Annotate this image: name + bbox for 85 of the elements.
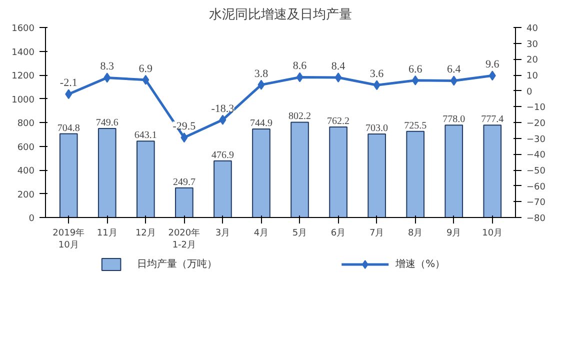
- data-label: 744.9: [250, 118, 272, 130]
- y2-tick-label: 20: [526, 56, 538, 66]
- point: [488, 70, 496, 81]
- y2-tick-label: 40: [526, 24, 538, 34]
- y-tick-label: 1600: [12, 24, 35, 34]
- x-tick-label: 11月: [96, 228, 118, 238]
- bar: [136, 140, 155, 218]
- y-tick-label: 0: [28, 214, 35, 224]
- x-tick-label: 6月: [330, 228, 346, 238]
- y-tick-label: 1400: [12, 48, 35, 58]
- bar: [175, 187, 194, 218]
- bar: [252, 128, 270, 218]
- point: [180, 132, 188, 143]
- data-label: 6.6: [408, 63, 423, 76]
- data-label: 725.5: [404, 120, 427, 132]
- y-tick-label: 800: [17, 119, 35, 129]
- bar: [214, 160, 232, 218]
- x-tick-label: 8月: [408, 228, 423, 238]
- point: [296, 72, 304, 82]
- point: [219, 114, 226, 125]
- x-tick-label: 9月: [446, 228, 462, 238]
- point: [65, 89, 72, 100]
- x-tick-label: 5月: [292, 228, 308, 238]
- y2-tick-label: −30: [526, 134, 546, 145]
- x-tick-label: 7月: [369, 228, 384, 238]
- y-tick-label: 400: [17, 166, 35, 176]
- data-label: 3.8: [254, 68, 269, 80]
- x-tick-label: 3月: [215, 228, 230, 238]
- y2-tick-label: −20: [526, 119, 546, 129]
- data-label: 643.1: [134, 130, 157, 142]
- x-tick-label: 2019年 10月: [52, 228, 85, 250]
- y2-tick-label: −10: [526, 103, 546, 114]
- point: [142, 74, 150, 85]
- y-tick-label: 1200: [12, 72, 35, 82]
- data-label: 777.4: [481, 114, 504, 126]
- data-label: 3.6: [370, 68, 384, 80]
- x-tick-label: 4月: [254, 228, 269, 238]
- bar: [59, 133, 78, 218]
- y2-tick-label: 0: [526, 87, 532, 98]
- x-tick-label: 2020年 1-2月: [168, 228, 200, 250]
- data-label: -2.1: [60, 77, 78, 90]
- data-label: 9.6: [486, 58, 500, 71]
- data-label: 8.3: [100, 60, 115, 73]
- point: [104, 72, 111, 83]
- point: [334, 72, 342, 83]
- data-label: 8.6: [292, 60, 308, 72]
- bar: [406, 130, 425, 218]
- data-label: 6.4: [446, 64, 462, 76]
- bar: [368, 134, 386, 218]
- point: [373, 80, 380, 90]
- chart-title: 水泥同比增速及日均产量: [209, 8, 352, 22]
- point: [450, 76, 458, 86]
- y2-tick-label: 10: [526, 72, 538, 82]
- legend-label: 增速（%）: [394, 258, 446, 270]
- data-label: -18.3: [211, 102, 235, 115]
- y2-tick-label: −60: [526, 182, 546, 192]
- x-tick-label: 12月: [135, 228, 156, 238]
- y2-tick-label: −40: [526, 150, 546, 161]
- bar: [290, 122, 309, 218]
- bar: [483, 124, 502, 218]
- point: [258, 80, 265, 90]
- y2-tick-label: −50: [526, 166, 546, 176]
- data-label: 704.8: [57, 122, 80, 134]
- y2-tick-label: −80: [526, 214, 546, 224]
- data-label: 703.0: [366, 123, 388, 134]
- data-label: 778.0: [442, 114, 466, 126]
- bar: [98, 128, 116, 218]
- point: [412, 75, 419, 86]
- data-label: 6.9: [138, 62, 154, 75]
- bar: [444, 124, 464, 218]
- data-label: 802.2: [288, 111, 312, 122]
- data-label: 762.2: [327, 116, 350, 127]
- data-label: 749.6: [96, 117, 118, 128]
- y2-tick-label: −70: [526, 198, 546, 208]
- y-tick-label: 600: [17, 142, 35, 153]
- data-label: -29.5: [172, 120, 196, 133]
- data-label: 476.9: [211, 150, 234, 161]
- x-tick-label: 10月: [482, 228, 503, 238]
- legend-label: 日均产量（万吨）: [137, 258, 218, 270]
- data-label: 249.7: [172, 176, 196, 188]
- y-tick-label: 1000: [12, 95, 35, 106]
- bar: [329, 126, 348, 218]
- y-tick-label: 200: [17, 190, 35, 200]
- y2-tick-label: 30: [526, 40, 538, 50]
- data-label: 8.4: [331, 60, 346, 73]
